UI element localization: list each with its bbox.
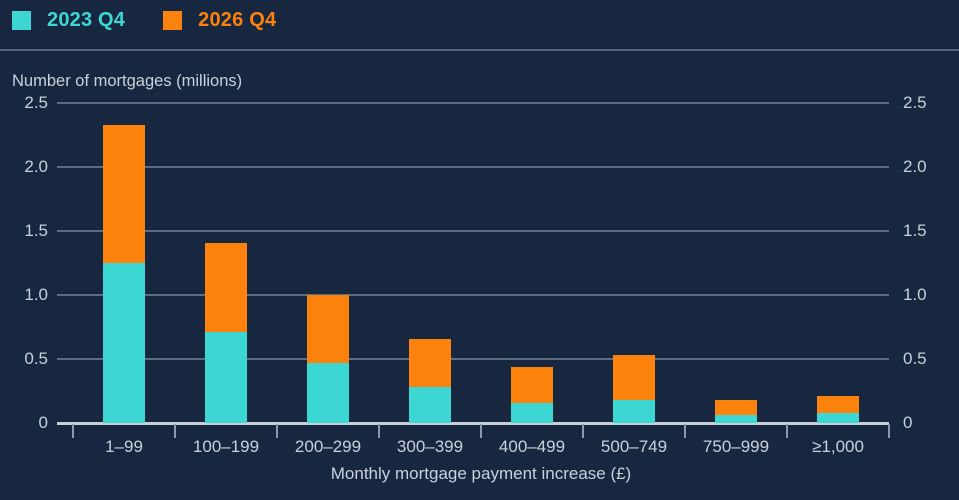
- bar-segment-2023q4-400–499: [511, 402, 553, 423]
- x-axis-tick: [174, 424, 176, 438]
- x-axis-line: [57, 422, 889, 425]
- bar-segment-2023q4-750–999: [715, 415, 757, 423]
- bar-segment-2026q4-300–399: [409, 338, 451, 388]
- y-tick-label-left-2.0: 2.0: [24, 157, 48, 176]
- bar-segment-2026q4-≥1,000: [817, 396, 859, 413]
- x-axis-tick: [786, 424, 788, 438]
- x-tick-label-500–749: 500–749: [600, 437, 668, 456]
- legend: 2023 Q4 2026 Q4: [12, 9, 276, 32]
- legend-swatch-2023-q4: [12, 11, 31, 30]
- x-tick-label-1–99: 1–99: [105, 437, 143, 456]
- bar-segment-2023q4-500–749: [613, 399, 655, 423]
- x-axis-tick: [582, 424, 584, 438]
- bar-segment-2026q4-1–99: [103, 124, 145, 263]
- legend-label-2023-q4: 2023 Q4: [47, 9, 126, 31]
- x-axis-tick: [72, 424, 74, 438]
- x-tick-label-400–499: 400–499: [498, 437, 566, 456]
- legend-swatch-2026-q4: [163, 11, 183, 30]
- x-axis-tick: [276, 424, 278, 438]
- x-tick-label-750–999: 750–999: [702, 437, 770, 456]
- bar-segment-2026q4-400–499: [511, 366, 553, 403]
- y-tick-label-right-1.5: 1.5: [903, 221, 927, 240]
- bar-segment-2026q4-750–999: [715, 399, 757, 416]
- bar-segment-2026q4-100–199: [205, 242, 247, 333]
- bar-segment-2023q4-300–399: [409, 387, 451, 423]
- bar-segment-2026q4-500–749: [613, 355, 655, 400]
- bar-segment-2023q4-≥1,000: [817, 412, 859, 423]
- bar-segment-2026q4-200–299: [307, 295, 349, 363]
- y-tick-label-left-0: 0: [38, 413, 48, 432]
- y-axis-title: Number of mortgages (millions): [12, 72, 243, 90]
- x-axis-tick: [888, 424, 890, 438]
- x-axis-title: Monthly mortgage payment increase (£): [330, 464, 632, 483]
- y-tick-label-left-0.5: 0.5: [24, 349, 48, 368]
- y-tick-label-right-1.0: 1.0: [903, 285, 927, 304]
- y-tick-label-right-2.5: 2.5: [903, 93, 927, 112]
- legend-item-2023-q4: 2023 Q4: [12, 9, 125, 32]
- bar-segment-2023q4-100–199: [205, 332, 247, 423]
- gridline-2.5: [57, 102, 889, 104]
- x-axis-tick: [480, 424, 482, 438]
- y-tick-label-left-1.5: 1.5: [24, 221, 48, 240]
- legend-label-2026-q4: 2026 Q4: [198, 9, 277, 31]
- x-tick-label-200–299: 200–299: [294, 437, 362, 456]
- header-separator-line: [0, 49, 959, 51]
- gridline-0.5: [57, 358, 889, 360]
- x-tick-label-≥1,000: ≥1,000: [812, 437, 864, 456]
- x-axis-tick: [378, 424, 380, 438]
- x-tick-label-100–199: 100–199: [192, 437, 260, 456]
- y-tick-label-left-1.0: 1.0: [24, 285, 48, 304]
- y-tick-label-right-2.0: 2.0: [903, 157, 927, 176]
- bar-segment-2023q4-200–299: [307, 362, 349, 423]
- x-axis-tick: [684, 424, 686, 438]
- y-tick-label-left-2.5: 2.5: [24, 93, 48, 112]
- bar-segment-2023q4-1–99: [103, 263, 145, 423]
- y-tick-label-right-0: 0: [903, 413, 913, 432]
- x-tick-label-300–399: 300–399: [396, 437, 464, 456]
- y-tick-label-right-0.5: 0.5: [903, 349, 927, 368]
- gridline-2.0: [57, 166, 889, 168]
- gridline-1.5: [57, 230, 889, 232]
- legend-item-2026-q4: 2026 Q4: [163, 9, 276, 32]
- gridline-1.0: [57, 294, 889, 296]
